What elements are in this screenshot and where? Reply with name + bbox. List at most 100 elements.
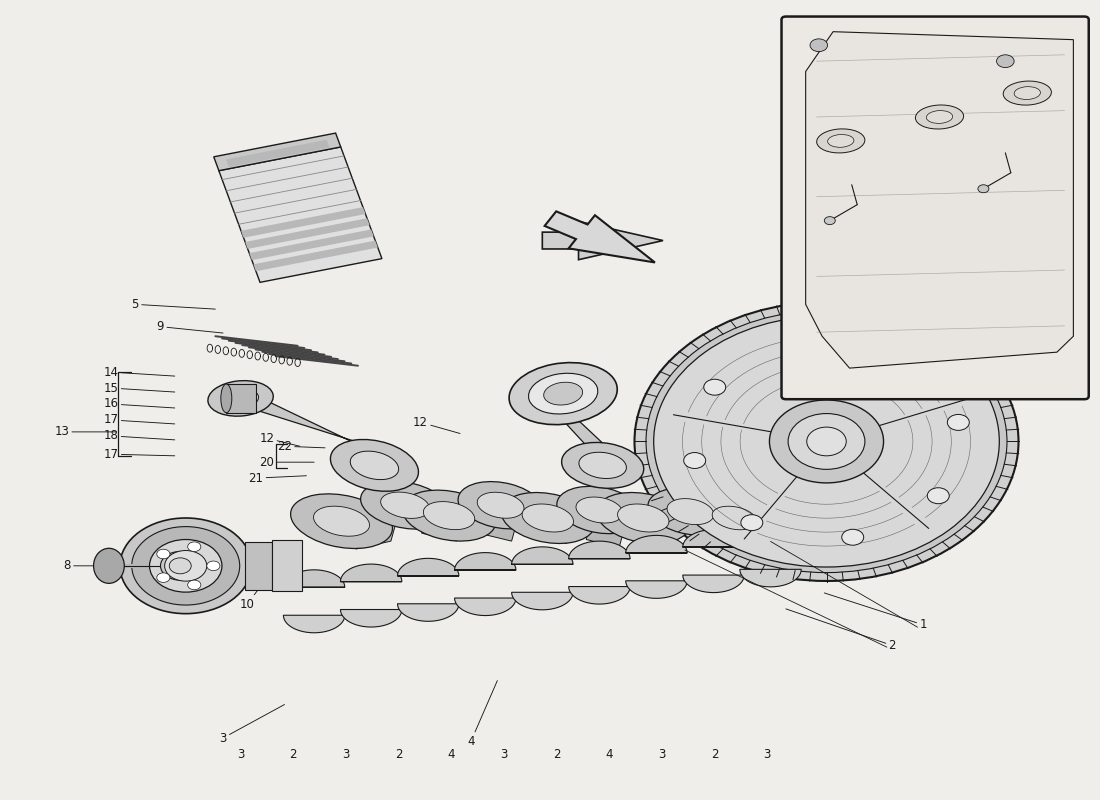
Circle shape: [947, 414, 969, 430]
Ellipse shape: [915, 105, 964, 129]
Circle shape: [684, 453, 705, 469]
Text: 3: 3: [500, 748, 507, 762]
Circle shape: [169, 558, 191, 574]
Ellipse shape: [816, 129, 865, 153]
Text: 23: 23: [839, 74, 889, 131]
Polygon shape: [805, 32, 1074, 368]
Circle shape: [132, 526, 240, 605]
Polygon shape: [512, 547, 573, 564]
Text: 2: 2: [395, 748, 403, 762]
Text: 15: 15: [103, 382, 175, 394]
Circle shape: [165, 550, 207, 581]
Text: 25: 25: [904, 307, 920, 366]
Polygon shape: [683, 530, 745, 547]
Circle shape: [188, 580, 201, 590]
FancyBboxPatch shape: [781, 17, 1089, 399]
Ellipse shape: [1014, 86, 1041, 99]
Text: 24: 24: [996, 313, 1011, 366]
Text: 3: 3: [236, 748, 244, 762]
Ellipse shape: [576, 497, 623, 523]
Circle shape: [824, 217, 835, 225]
Polygon shape: [641, 502, 685, 549]
Polygon shape: [245, 542, 273, 590]
Polygon shape: [340, 610, 402, 627]
Polygon shape: [355, 502, 402, 549]
Polygon shape: [454, 553, 516, 570]
Text: 2: 2: [553, 748, 560, 762]
Polygon shape: [232, 384, 385, 451]
Polygon shape: [586, 500, 630, 547]
Polygon shape: [454, 598, 516, 615]
Polygon shape: [273, 540, 303, 591]
Polygon shape: [534, 496, 578, 543]
Ellipse shape: [1003, 81, 1052, 105]
Ellipse shape: [424, 502, 475, 530]
Circle shape: [769, 400, 883, 483]
Ellipse shape: [596, 493, 690, 543]
Text: 9: 9: [156, 320, 223, 333]
Circle shape: [790, 338, 812, 354]
Polygon shape: [219, 147, 382, 282]
Circle shape: [890, 352, 912, 368]
Text: 1: 1: [824, 593, 927, 631]
Circle shape: [978, 185, 989, 193]
Text: 8: 8: [64, 559, 117, 572]
Circle shape: [188, 542, 201, 551]
Circle shape: [207, 561, 220, 570]
Polygon shape: [626, 535, 688, 553]
Text: 4: 4: [448, 748, 455, 762]
Polygon shape: [241, 207, 365, 238]
Circle shape: [646, 310, 1006, 573]
Circle shape: [806, 427, 846, 456]
Text: 10: 10: [240, 588, 260, 610]
Polygon shape: [397, 604, 459, 622]
Polygon shape: [421, 494, 468, 541]
Ellipse shape: [579, 452, 626, 478]
Circle shape: [741, 514, 762, 530]
Polygon shape: [696, 498, 732, 546]
Text: 7: 7: [156, 551, 194, 564]
Text: 24: 24: [810, 315, 827, 366]
Text: 3: 3: [658, 748, 666, 762]
Circle shape: [635, 302, 1019, 581]
Text: 5: 5: [132, 298, 216, 311]
Text: 20: 20: [260, 456, 315, 469]
Ellipse shape: [667, 498, 714, 525]
Polygon shape: [340, 564, 402, 582]
Circle shape: [653, 316, 999, 567]
Ellipse shape: [617, 504, 669, 532]
Text: 14: 14: [103, 366, 175, 378]
Ellipse shape: [221, 384, 232, 413]
Text: 2: 2: [711, 748, 718, 762]
Polygon shape: [683, 575, 745, 593]
Polygon shape: [512, 592, 573, 610]
Polygon shape: [250, 230, 374, 260]
Circle shape: [842, 530, 864, 546]
Text: 16: 16: [103, 398, 175, 410]
Ellipse shape: [522, 504, 573, 532]
Text: 3: 3: [342, 748, 350, 762]
Ellipse shape: [543, 382, 583, 405]
Ellipse shape: [381, 492, 430, 518]
Text: 18: 18: [103, 430, 175, 442]
Ellipse shape: [648, 488, 733, 535]
Ellipse shape: [330, 439, 418, 491]
Text: 3: 3: [219, 705, 285, 745]
Ellipse shape: [827, 134, 854, 147]
Text: 2: 2: [289, 748, 297, 762]
Polygon shape: [253, 241, 377, 271]
Text: 22: 22: [277, 440, 326, 453]
Polygon shape: [245, 218, 370, 249]
Circle shape: [788, 414, 865, 470]
Ellipse shape: [502, 493, 594, 543]
Ellipse shape: [290, 494, 393, 549]
Ellipse shape: [694, 497, 774, 539]
Text: 17: 17: [103, 448, 175, 461]
Text: 11: 11: [531, 379, 556, 403]
Ellipse shape: [562, 442, 644, 488]
Text: 17: 17: [103, 414, 175, 426]
Ellipse shape: [361, 482, 450, 529]
Polygon shape: [740, 570, 801, 587]
Text: 3: 3: [763, 748, 771, 762]
Ellipse shape: [712, 506, 757, 530]
